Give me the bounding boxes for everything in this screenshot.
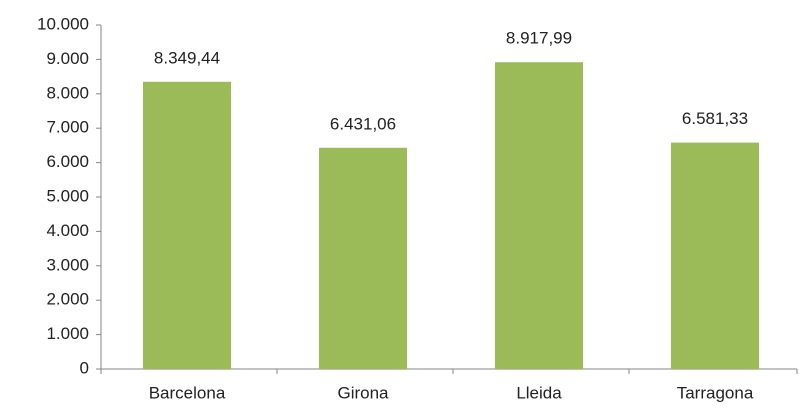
y-tick-label: 8.000 <box>46 83 89 102</box>
y-tick-label: 1.000 <box>46 324 89 343</box>
y-tick-label: 6.000 <box>46 152 89 171</box>
y-tick-label: 9.000 <box>46 49 89 68</box>
y-tick-label: 10.000 <box>37 14 89 33</box>
x-tick-label: Lleida <box>516 383 562 402</box>
y-tick-label: 3.000 <box>46 255 89 274</box>
y-tick-label: 2.000 <box>46 290 89 309</box>
x-tick-label: Tarragona <box>677 383 754 402</box>
value-label: 6.431,06 <box>330 114 396 133</box>
y-tick-label: 7.000 <box>46 118 89 137</box>
x-tick-label: Barcelona <box>149 383 226 402</box>
y-tick-label: 0 <box>80 358 89 377</box>
x-tick-label: Girona <box>337 383 389 402</box>
bar <box>495 62 583 370</box>
y-tick-label: 4.000 <box>46 221 89 240</box>
y-tick-label: 5.000 <box>46 186 89 205</box>
value-label: 8.349,44 <box>154 48 220 67</box>
bar <box>143 81 231 369</box>
bar <box>671 142 759 369</box>
value-label: 8.917,99 <box>506 29 572 48</box>
bar <box>319 147 407 369</box>
value-label: 6.581,33 <box>682 109 748 128</box>
